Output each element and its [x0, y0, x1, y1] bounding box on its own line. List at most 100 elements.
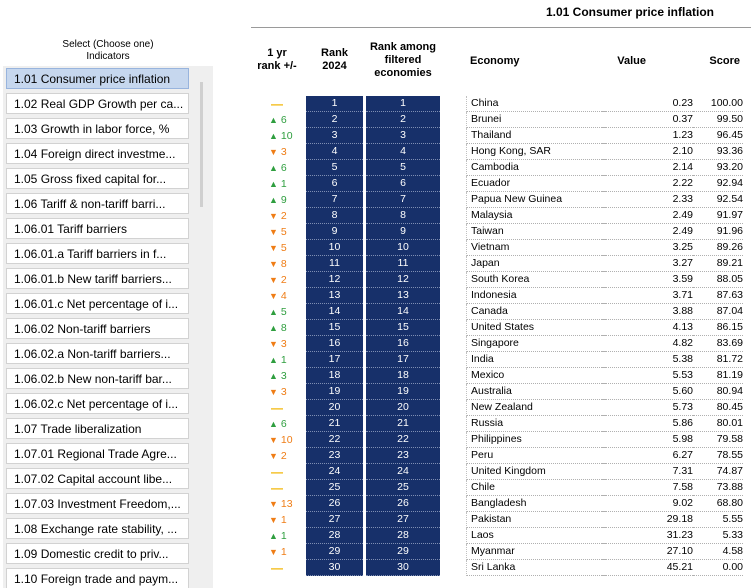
- economy-cell: Canada: [466, 304, 606, 320]
- dash-icon: —: [271, 97, 283, 111]
- header-rankf-l1: Rank among: [369, 41, 436, 53]
- table-row: — 30 30 Sri Lanka 45.21 0.00: [251, 560, 746, 576]
- rank-change-value: 8: [280, 258, 287, 270]
- table-row: ▲ 1 28 28 Laos 31.23 5.33: [251, 528, 746, 544]
- table-row: ▼ 4 13 13 Indonesia 3.71 87.63: [251, 288, 746, 304]
- slicer-item[interactable]: 1.03 Growth in labor force, %: [6, 118, 189, 139]
- table-row: ▲ 8 15 15 United States 4.13 86.15: [251, 320, 746, 336]
- slicer-item[interactable]: 1.01 Consumer price inflation: [6, 68, 189, 89]
- table-row: ▲ 1 6 6 Ecuador 2.22 92.94: [251, 176, 746, 192]
- filtered-rank-cell: 21: [366, 416, 440, 432]
- rank-cell: 17: [306, 352, 363, 368]
- slicer-item[interactable]: 1.06.01.a Tariff barriers in f...: [6, 243, 189, 264]
- slicer-item[interactable]: 1.06.01.c Net percentage of i...: [6, 293, 189, 314]
- rank-cell: 8: [306, 208, 363, 224]
- rank-change-value: 8: [280, 322, 287, 334]
- economy-cell: Australia: [466, 384, 606, 400]
- slicer-item[interactable]: 1.06.02.c Net percentage of i...: [6, 393, 189, 414]
- filtered-rank-cell: 5: [366, 160, 440, 176]
- rank-change-cell: ▲ 6: [251, 416, 301, 432]
- table-row: ▼ 3 4 4 Hong Kong, SAR 2.10 93.36: [251, 144, 746, 160]
- triangle-up-icon: ▲: [269, 179, 278, 189]
- slicer-item[interactable]: 1.05 Gross fixed capital for...: [6, 168, 189, 189]
- slicer-title-line1: Select (Choose one): [62, 39, 154, 50]
- value-cell: 9.02: [601, 496, 693, 512]
- filtered-rank-cell: 27: [366, 512, 440, 528]
- slicer-item[interactable]: 1.02 Real GDP Growth per ca...: [6, 93, 189, 114]
- slicer-item[interactable]: 1.07.03 Investment Freedom,...: [6, 493, 189, 514]
- economy-cell: Ecuador: [466, 176, 606, 192]
- table-row: ▲ 5 14 14 Canada 3.88 87.04: [251, 304, 746, 320]
- filtered-rank-cell: 28: [366, 528, 440, 544]
- slicer-item[interactable]: 1.07 Trade liberalization: [6, 418, 189, 439]
- rank-change-cell: ▲ 8: [251, 320, 301, 336]
- slicer-item[interactable]: 1.06.01 Tariff barriers: [6, 218, 189, 239]
- triangle-down-icon: ▼: [269, 243, 278, 253]
- triangle-up-icon: ▲: [269, 163, 278, 173]
- table-row: ▼ 3 16 16 Singapore 4.82 83.69: [251, 336, 746, 352]
- rank-change-value: 10: [280, 434, 293, 446]
- rank-cell: 4: [306, 144, 363, 160]
- header-rank-2024: Rank 2024: [306, 47, 363, 73]
- slicer-scrollbar[interactable]: [200, 82, 203, 207]
- score-cell: 96.45: [693, 128, 743, 144]
- triangle-up-icon: ▲: [269, 195, 278, 205]
- value-cell: 5.86: [601, 416, 693, 432]
- table-row: ▲ 3 18 18 Mexico 5.53 81.19: [251, 368, 746, 384]
- triangle-down-icon: ▼: [269, 515, 278, 525]
- rank-change-cell: —: [251, 464, 301, 480]
- economy-cell: South Korea: [466, 272, 606, 288]
- rank-change-cell: —: [251, 400, 301, 416]
- triangle-up-icon: ▲: [269, 371, 278, 381]
- slicer-item[interactable]: 1.08 Exchange rate stability, ...: [6, 518, 189, 539]
- slicer-item[interactable]: 1.06 Tariff & non-tariff barri...: [6, 193, 189, 214]
- rank-change-cell: ▼ 13: [251, 496, 301, 512]
- filtered-rank-cell: 17: [366, 352, 440, 368]
- rank-change-value: 1: [280, 530, 287, 542]
- economy-cell: Chile: [466, 480, 606, 496]
- score-cell: 91.97: [693, 208, 743, 224]
- value-cell: 3.88: [601, 304, 693, 320]
- slicer-item[interactable]: 1.06.02.b New non-tariff bar...: [6, 368, 189, 389]
- economy-cell: Philippines: [466, 432, 606, 448]
- triangle-up-icon: ▲: [269, 355, 278, 365]
- value-cell: 2.22: [601, 176, 693, 192]
- slicer-item[interactable]: 1.04 Foreign direct investme...: [6, 143, 189, 164]
- triangle-up-icon: ▲: [269, 531, 278, 541]
- indicator-slicer[interactable]: 1.01 Consumer price inflation 1.02 Real G…: [3, 66, 213, 588]
- rank-change-cell: ▼ 5: [251, 224, 301, 240]
- slicer-item[interactable]: 1.06.01.b New tariff barriers...: [6, 268, 189, 289]
- rank-change-cell: ▼ 2: [251, 272, 301, 288]
- rank-cell: 1: [306, 96, 363, 112]
- filtered-rank-cell: 23: [366, 448, 440, 464]
- rank-cell: 3: [306, 128, 363, 144]
- rank-cell: 18: [306, 368, 363, 384]
- rank-change-cell: ▼ 5: [251, 240, 301, 256]
- slicer-item[interactable]: 1.06.02 Non-tariff barriers: [6, 318, 189, 339]
- table-row: ▼ 5 10 10 Vietnam 3.25 89.26: [251, 240, 746, 256]
- value-cell: 3.27: [601, 256, 693, 272]
- economy-cell: United States: [466, 320, 606, 336]
- slicer-item[interactable]: 1.06.02.a Non-tariff barriers...: [6, 343, 189, 364]
- score-cell: 87.04: [693, 304, 743, 320]
- rank-change-value: 3: [280, 386, 287, 398]
- value-cell: 45.21: [601, 560, 693, 576]
- value-cell: 7.58: [601, 480, 693, 496]
- value-cell: 2.49: [601, 224, 693, 240]
- rank-change-value: 9: [280, 194, 287, 206]
- filtered-rank-cell: 7: [366, 192, 440, 208]
- economy-cell: Indonesia: [466, 288, 606, 304]
- rank-change-value: 5: [280, 242, 287, 254]
- slicer-item[interactable]: 1.10 Foreign trade and paym...: [6, 568, 189, 588]
- table-row: ▼ 10 22 22 Philippines 5.98 79.58: [251, 432, 746, 448]
- table-row: ▲ 6 21 21 Russia 5.86 80.01: [251, 416, 746, 432]
- economy-cell: Laos: [466, 528, 606, 544]
- dash-icon: —: [271, 481, 283, 495]
- slicer-item[interactable]: 1.09 Domestic credit to priv...: [6, 543, 189, 564]
- slicer-item[interactable]: 1.07.01 Regional Trade Agre...: [6, 443, 189, 464]
- filtered-rank-cell: 6: [366, 176, 440, 192]
- slicer-item[interactable]: 1.07.02 Capital account libe...: [6, 468, 189, 489]
- filtered-rank-cell: 15: [366, 320, 440, 336]
- rank-cell: 30: [306, 560, 363, 576]
- table-row: ▼ 13 26 26 Bangladesh 9.02 68.80: [251, 496, 746, 512]
